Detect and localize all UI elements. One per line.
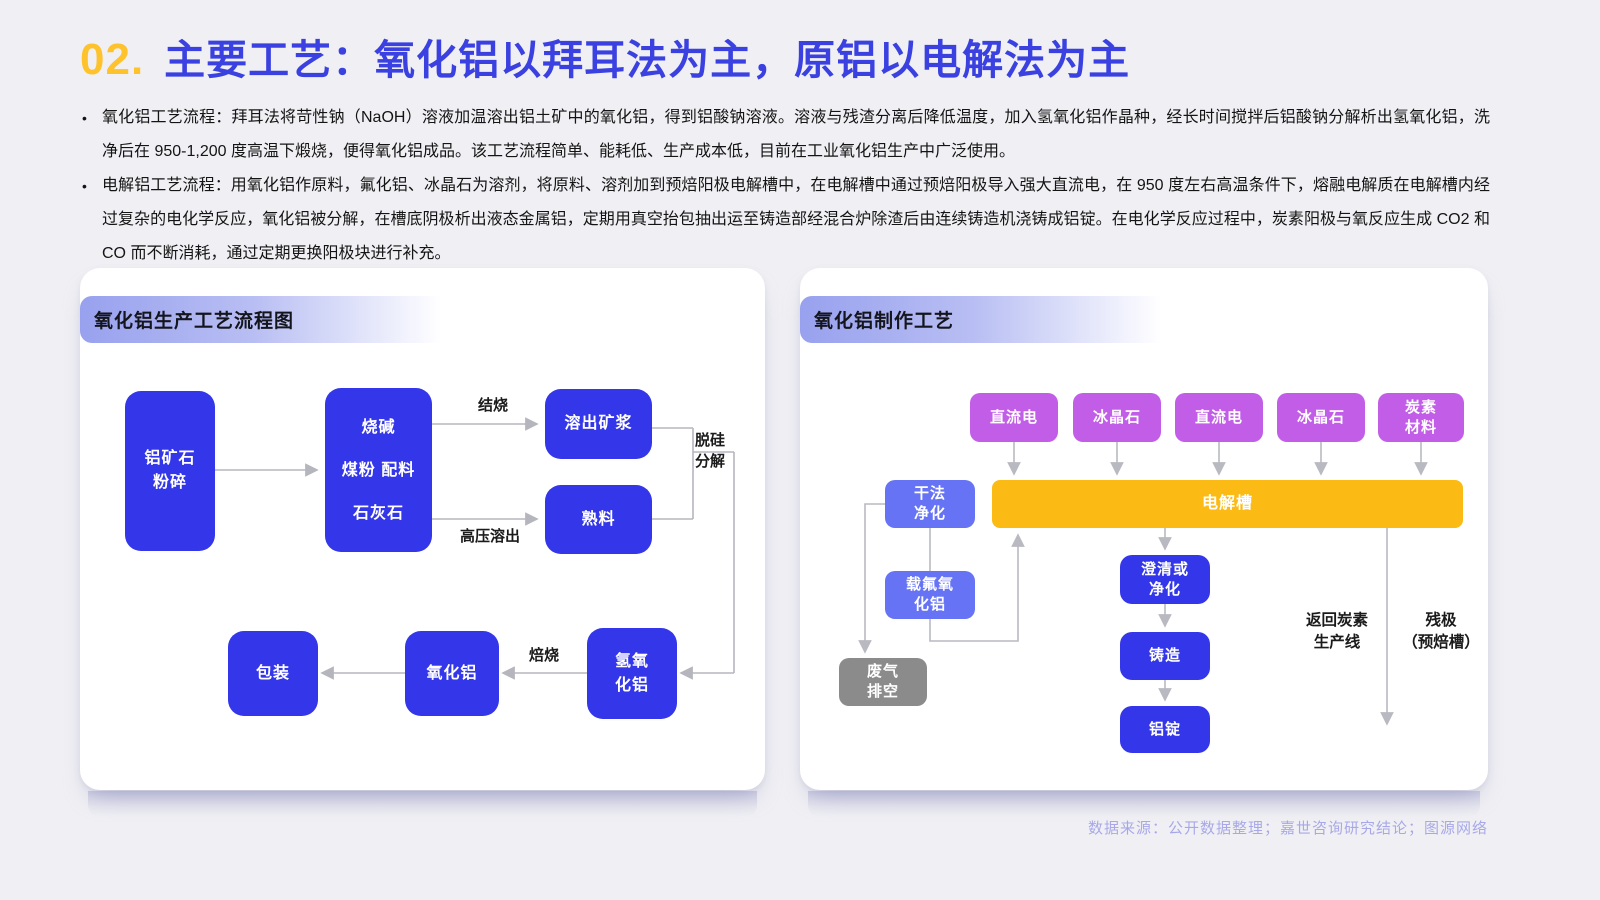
node-input-cryolite-1: 冰晶石 [1073, 393, 1161, 442]
right-card-header: 氧化铝制作工艺 [800, 296, 1220, 343]
node-label: 炭素 材料 [1404, 398, 1437, 436]
node-electrolytic-cell: 电解槽 [992, 480, 1463, 528]
node-input-dc-current-2: 直流电 [1175, 393, 1263, 442]
node-label: 铝矿石 粉碎 [144, 450, 196, 491]
slide-heading: 02. 主要工艺：氧化铝以拜耳法为主，原铝以电解法为主 [80, 26, 1130, 86]
bayer-process-card: 氧化铝生产工艺流程图 铝矿石 粉 [80, 268, 765, 790]
right-card-title: 氧化铝制作工艺 [814, 311, 955, 332]
bullet-text-bayer: 氧化铝工艺流程：拜耳法将苛性钠（NaOH）溶液加温溶出铝土矿中的氧化铝，得到铝酸… [102, 109, 1490, 160]
edge-label-desilication-decomposition: 脱硅 分解 [694, 432, 725, 470]
node-bauxite-crushing: 铝矿石 粉碎 [125, 391, 215, 551]
node-label: 电解槽 [1201, 495, 1253, 512]
node-input-cryolite-2: 冰晶石 [1277, 393, 1365, 442]
node-label: 澄清或 净化 [1140, 560, 1189, 598]
left-card-title: 氧化铝生产工艺流程图 [94, 311, 295, 332]
node-label: 氧化铝 [426, 664, 478, 682]
edge-label-high-pressure-leaching: 高压溶出 [459, 528, 520, 545]
bayer-flowchart: 铝矿石 粉碎 烧碱 煤粉 配料 石灰石 溶出矿浆 熟料 氢氧 化铝 氧化铝 包装… [80, 268, 765, 790]
node-label: 冰晶石 [1296, 408, 1345, 426]
electrolysis-connectors [858, 442, 1428, 726]
bullet-dot: • [82, 178, 87, 194]
node-aluminium-ingot: 铝锭 [1120, 706, 1210, 753]
node-label: 氢氧 化铝 [614, 652, 649, 694]
node-label: 溶出矿浆 [564, 415, 633, 432]
bullet-item-electrolysis: • 电解铝工艺流程：用氧化铝作原料，氟化铝、冰晶石为溶剂，将原料、溶剂加到预焙阳… [80, 169, 1490, 271]
electrolysis-process-card: 氧化铝制作工艺 [800, 268, 1488, 790]
node-caustic-coal-limestone: 烧碱 煤粉 配料 石灰石 [325, 388, 432, 552]
data-source-note: 数据来源：公开数据整理；嘉世咨询研究结论；图源网络 [1087, 820, 1488, 837]
node-input-carbon-material: 炭素 材料 [1378, 393, 1464, 442]
node-packing: 包装 [228, 631, 318, 716]
bayer-connectors [215, 417, 735, 680]
left-card-header: 氧化铝生产工艺流程图 [80, 296, 500, 343]
node-aluminium-hydroxide: 氢氧 化铝 [587, 628, 677, 719]
node-label: 直流电 [989, 408, 1038, 426]
node-label: 冰晶石 [1092, 408, 1141, 426]
node-input-dc-current-1: 直流电 [970, 393, 1058, 442]
node-label: 熟料 [581, 510, 616, 528]
edge-label-return-to-carbon-line: 返回炭素 生产线 [1305, 612, 1368, 651]
bullet-item-bayer: • 氧化铝工艺流程：拜耳法将苛性钠（NaOH）溶液加温溶出铝土矿中的氧化铝，得到… [80, 101, 1490, 169]
node-fluoride-loaded-alumina: 载氟氧 化铝 [885, 571, 975, 619]
node-label: 干法 净化 [913, 485, 946, 522]
node-label: 载氟氧 化铝 [905, 576, 954, 613]
edge-label-roasting: 焙烧 [528, 647, 559, 664]
bullet-dot: • [82, 110, 87, 126]
node-leached-slurry: 溶出矿浆 [545, 389, 652, 459]
node-label: 废气 排空 [866, 663, 899, 700]
node-label: 铸造 [1148, 647, 1181, 664]
bullet-text-electrolysis: 电解铝工艺流程：用氧化铝作原料，氟化铝、冰晶石为溶剂，将原料、溶剂加到预焙阳极电… [102, 177, 1490, 262]
node-label: 包装 [255, 664, 290, 682]
node-exhaust-venting: 废气 排空 [839, 658, 927, 706]
node-label: 铝锭 [1148, 720, 1181, 738]
node-casting: 铸造 [1120, 632, 1210, 680]
node-label: 直流电 [1194, 408, 1243, 426]
page-title: 主要工艺：氧化铝以拜耳法为主，原铝以电解法为主 [164, 37, 1131, 83]
electrolysis-flowchart: 直流电 冰晶石 直流电 冰晶石 炭素 材料 电解槽 干法 净化 载氟氧 化铝 废… [800, 268, 1488, 790]
right-card-reflection [808, 791, 1480, 817]
edge-label-sintering: 结烧 [477, 397, 508, 414]
node-alumina: 氧化铝 [405, 631, 499, 716]
edge-label-residual-anode: 残极 （预焙槽） [1402, 612, 1480, 651]
left-card-reflection [88, 791, 757, 817]
slide-number: 02. [80, 35, 145, 84]
node-label: 烧碱 煤粉 配料 石灰石 [341, 418, 416, 522]
intro-bullets: • 氧化铝工艺流程：拜耳法将苛性钠（NaOH）溶液加温溶出铝土矿中的氧化铝，得到… [80, 101, 1490, 271]
node-clarify-purify: 澄清或 净化 [1120, 555, 1210, 604]
node-dry-purification: 干法 净化 [885, 480, 975, 528]
node-clinker: 熟料 [545, 485, 652, 554]
